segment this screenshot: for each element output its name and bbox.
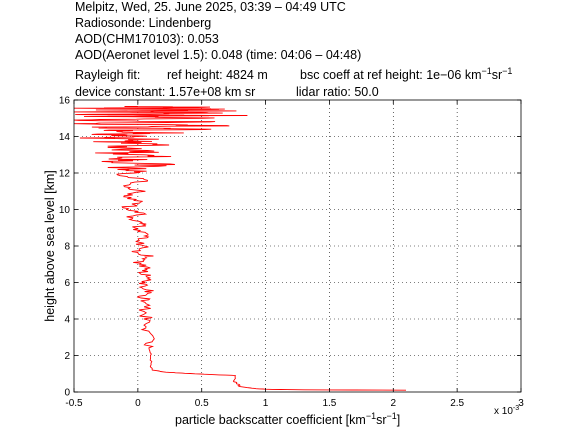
bsc-coeff-main: bsc coeff at ref height: 1e−06 km [300, 68, 481, 82]
bsc-coeff-sup2: −1 [502, 66, 512, 76]
header-bsc-coeff: bsc coeff at ref height: 1e−06 km−1sr−1 [300, 66, 512, 82]
y-tick-label: 4 [64, 315, 70, 326]
header-line-aod-chm: AOD(CHM170103): 0.053 [75, 32, 219, 46]
x-tick-label: 3 [518, 398, 524, 409]
y-tick-label: 6 [64, 278, 70, 289]
y-axis-ticks: 0 2 4 6 8 10 12 14 16 [59, 96, 521, 399]
header-line-radiosonde: Radiosonde: Lindenberg [75, 16, 211, 30]
y-tick-label: 14 [59, 132, 71, 143]
y-tick-label: 12 [59, 169, 71, 180]
x-tick-label: 0.5 [195, 398, 209, 409]
x-tick-label: 2 [391, 398, 397, 409]
chart-header: Melpitz, Wed, 25. June 2025, 03:39 – 04:… [75, 0, 512, 99]
x-tick-label: 1 [263, 398, 269, 409]
header-ref-height: ref height: 4824 m [167, 68, 268, 82]
bsc-coeff-sup1: −1 [481, 66, 491, 76]
x-tick-label: 1.5 [322, 398, 336, 409]
x-tick-label: -0.5 [65, 398, 83, 409]
x-tick-label: 2.5 [450, 398, 464, 409]
bsc-coeff-sr: sr [492, 68, 502, 82]
y-tick-label: 10 [59, 205, 71, 216]
header-device-constant: device constant: 1.57e+08 km sr [75, 85, 255, 99]
x-axis-label: particle backscatter coefficient [km−1sr… [175, 411, 400, 427]
data-series [73, 105, 407, 391]
y-tick-label: 2 [64, 351, 70, 362]
y-axis-label: height above sea level [km] [43, 170, 57, 321]
y-tick-label: 16 [59, 96, 71, 107]
header-lidar-ratio: lidar ratio: 50.0 [296, 85, 379, 99]
header-line-aod-aeronet: AOD(Aeronet level 1.5): 0.048 (time: 04:… [75, 48, 361, 62]
x-axis-ticks: -0.5 0 0.5 1 1.5 2 2.5 3 [65, 100, 524, 409]
backscatter-profile-line [73, 105, 407, 391]
x-multiplier: x 10-3 [494, 405, 519, 417]
x-tick-label: 0 [135, 398, 141, 409]
header-rayleigh-label: Rayleigh fit: [75, 68, 140, 82]
header-line-location: Melpitz, Wed, 25. June 2025, 03:39 – 04:… [75, 0, 346, 14]
y-tick-label: 8 [64, 242, 70, 253]
y-tick-label: 0 [64, 388, 70, 399]
